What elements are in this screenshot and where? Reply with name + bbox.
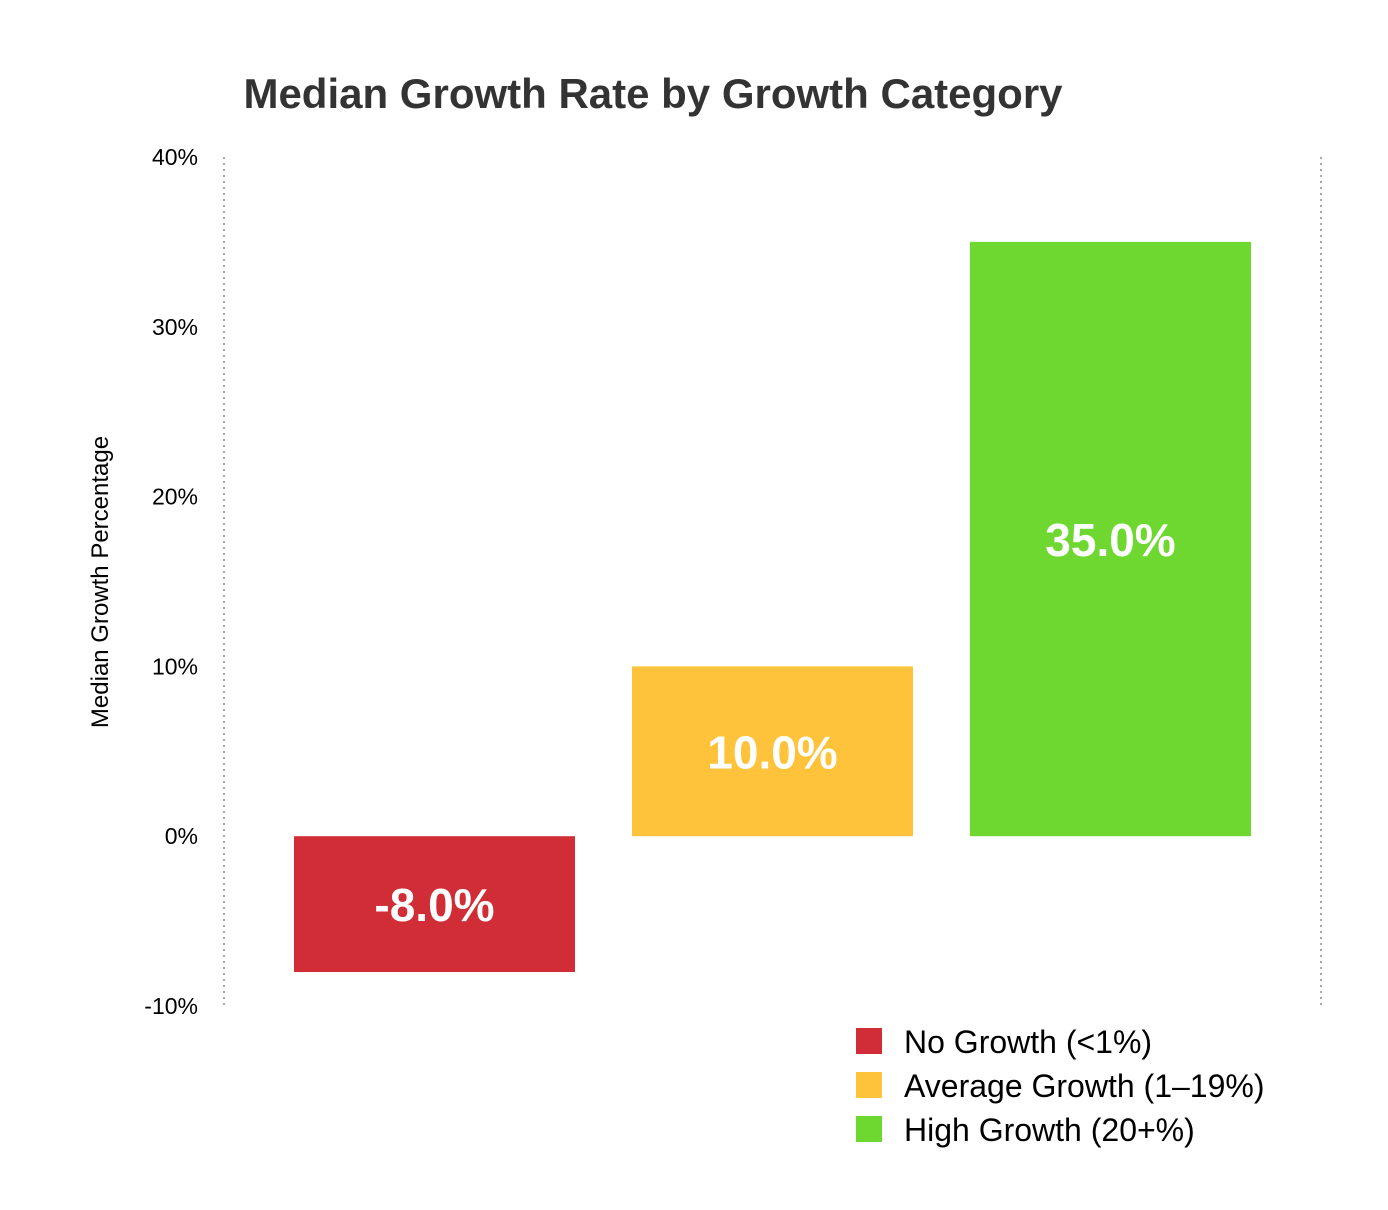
- bars: [294, 241, 1251, 973]
- legend: No Growth (<1%) Average Growth (1–19%) Hig…: [856, 1024, 1264, 1148]
- bar-data-label: 35.0%: [1045, 514, 1175, 566]
- legend-label: No Growth (<1%): [904, 1024, 1152, 1060]
- bar-data-label: -8.0%: [374, 879, 494, 931]
- legend-label: Average Growth (1–19%): [904, 1068, 1264, 1104]
- y-tick-label: 40%: [152, 144, 198, 170]
- legend-swatch: [856, 1116, 882, 1142]
- y-tick-label: 20%: [152, 484, 198, 510]
- bar-3: [970, 241, 1251, 837]
- legend-swatch: [856, 1072, 882, 1098]
- bar-data-label: 10.0%: [707, 726, 837, 778]
- y-axis-label: Median Growth Percentage: [87, 436, 114, 728]
- y-tick-label: -10%: [144, 993, 198, 1019]
- legend-label: High Growth (20+%): [904, 1112, 1195, 1148]
- y-tick-label: 30%: [152, 314, 198, 340]
- bar-data-labels: -8.0% 10.0% 35.0%: [374, 514, 1175, 931]
- bar-1: [294, 836, 575, 973]
- y-axis-ticks: -10% 0% 10% 20% 30% 40%: [144, 144, 198, 1019]
- y-tick-label: 10%: [152, 653, 198, 679]
- bar-2: [632, 666, 913, 837]
- y-tick-label: 0%: [165, 823, 198, 849]
- legend-swatch: [856, 1028, 882, 1054]
- chart-title: Median Growth Rate by Growth Category: [243, 70, 1063, 117]
